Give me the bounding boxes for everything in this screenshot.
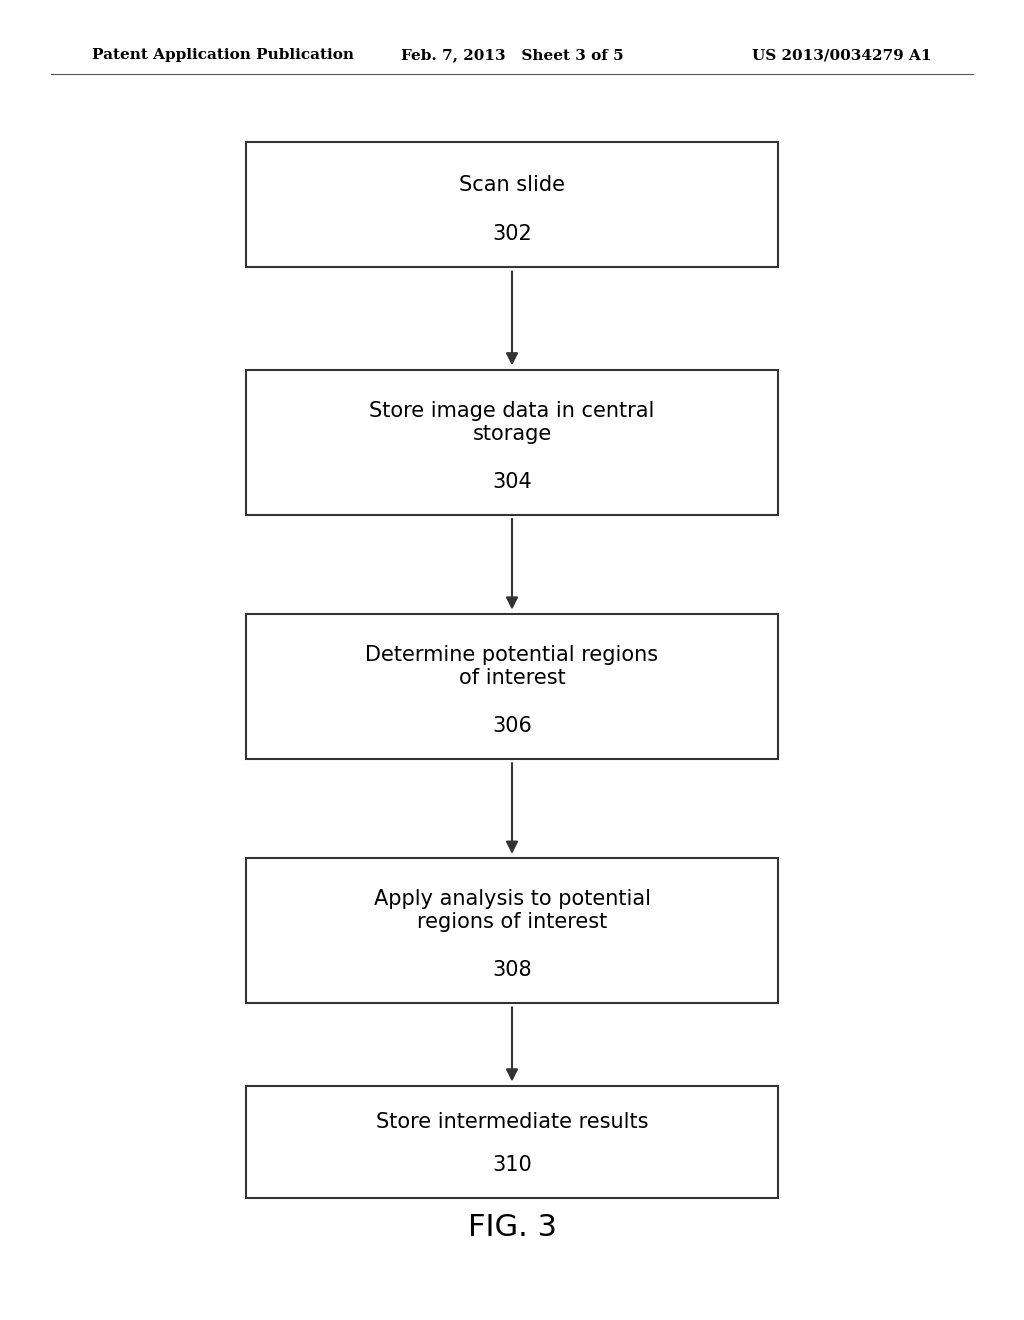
Text: Determine potential regions
of interest: Determine potential regions of interest <box>366 645 658 688</box>
Text: US 2013/0034279 A1: US 2013/0034279 A1 <box>753 49 932 62</box>
Text: Store intermediate results: Store intermediate results <box>376 1111 648 1133</box>
Text: Store image data in central
storage: Store image data in central storage <box>370 401 654 444</box>
Text: Scan slide: Scan slide <box>459 174 565 195</box>
Text: Patent Application Publication: Patent Application Publication <box>92 49 354 62</box>
FancyBboxPatch shape <box>246 614 778 759</box>
FancyBboxPatch shape <box>246 370 778 515</box>
Text: 304: 304 <box>493 471 531 492</box>
Text: Feb. 7, 2013   Sheet 3 of 5: Feb. 7, 2013 Sheet 3 of 5 <box>400 49 624 62</box>
Text: 310: 310 <box>493 1155 531 1175</box>
Text: 306: 306 <box>493 715 531 737</box>
Text: 302: 302 <box>493 224 531 244</box>
FancyBboxPatch shape <box>246 143 778 267</box>
FancyBboxPatch shape <box>246 858 778 1003</box>
Text: 308: 308 <box>493 960 531 981</box>
FancyBboxPatch shape <box>246 1085 778 1199</box>
Text: Apply analysis to potential
regions of interest: Apply analysis to potential regions of i… <box>374 890 650 932</box>
Text: FIG. 3: FIG. 3 <box>468 1213 556 1242</box>
